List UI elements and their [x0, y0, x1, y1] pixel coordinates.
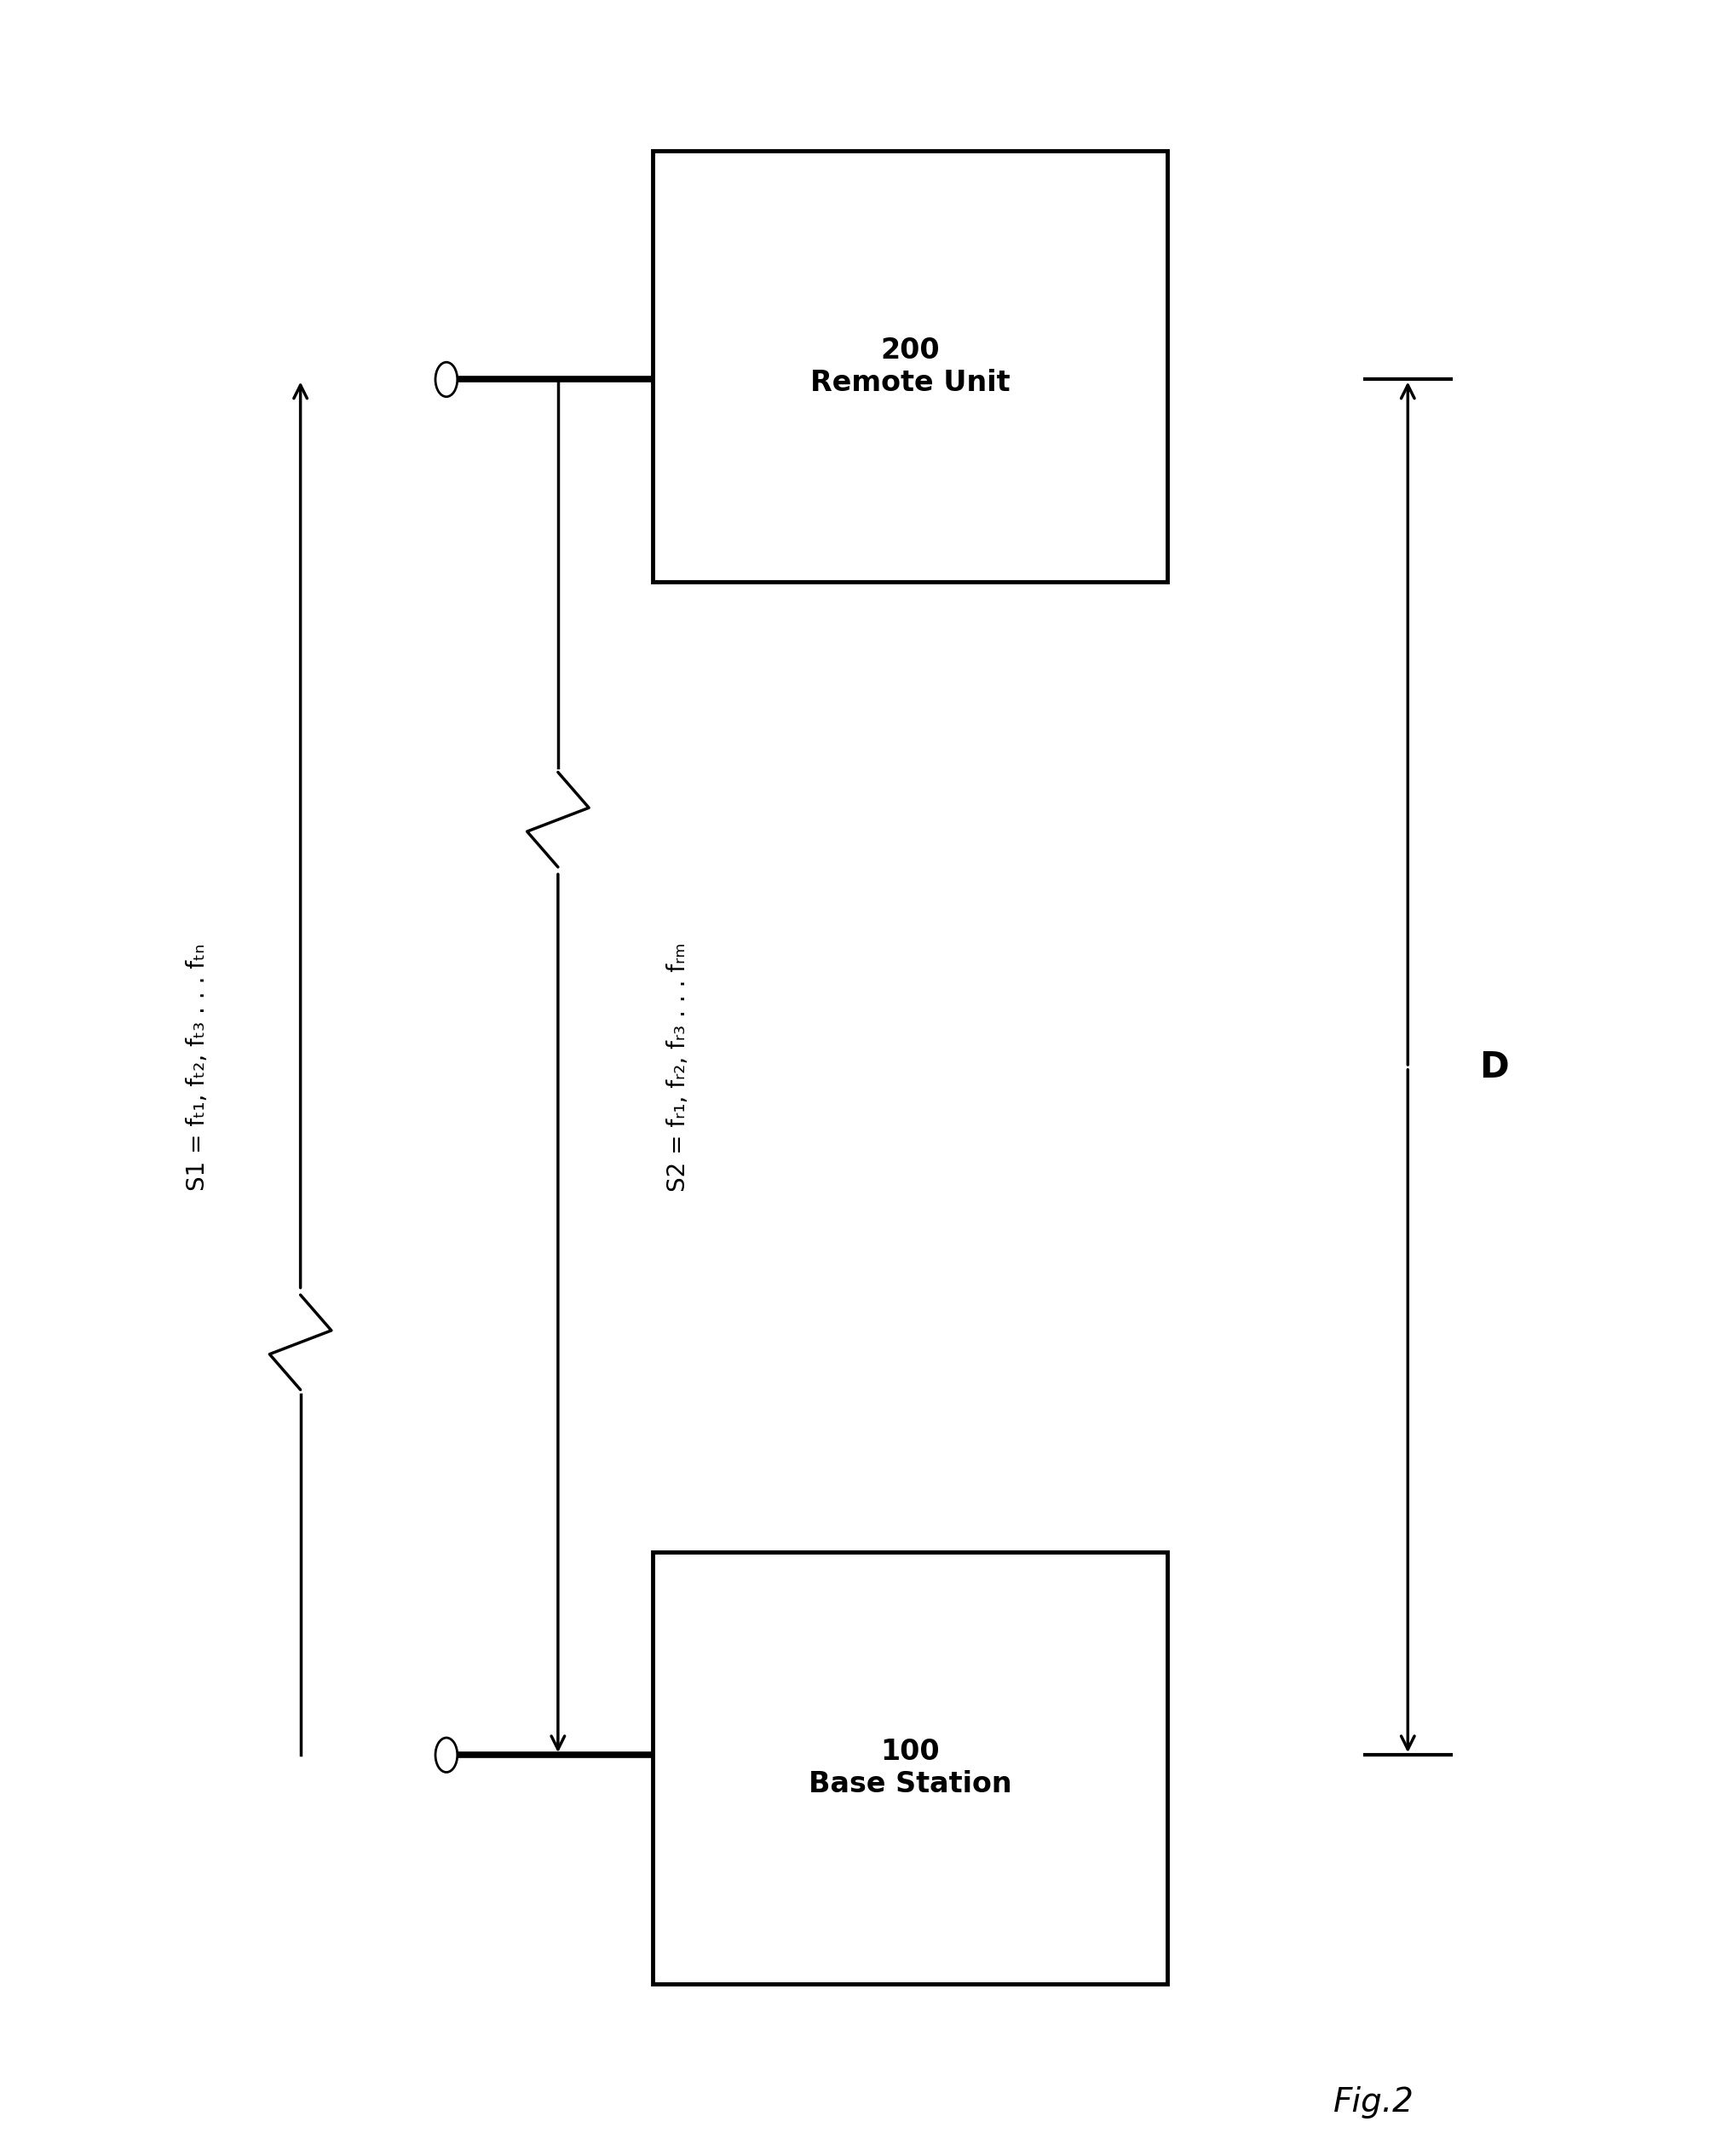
Text: S2 = fᵣ₁, fᵣ₂, fᵣ₃ . . . fᵣₘ: S2 = fᵣ₁, fᵣ₂, fᵣ₃ . . . fᵣₘ: [666, 942, 690, 1192]
Text: 100
Base Station: 100 Base Station: [808, 1738, 1011, 1798]
Text: S1 = fₜ₁, fₜ₂, fₜ₃ . . . fₜₙ: S1 = fₜ₁, fₜ₂, fₜ₃ . . . fₜₙ: [185, 944, 209, 1190]
Ellipse shape: [436, 1738, 456, 1772]
Text: Fig.2: Fig.2: [1332, 2085, 1414, 2119]
Ellipse shape: [436, 362, 456, 397]
Bar: [652, 151, 1167, 582]
Text: 200
Remote Unit: 200 Remote Unit: [810, 336, 1009, 397]
Text: D: D: [1477, 1050, 1508, 1084]
Bar: [652, 1552, 1167, 1984]
